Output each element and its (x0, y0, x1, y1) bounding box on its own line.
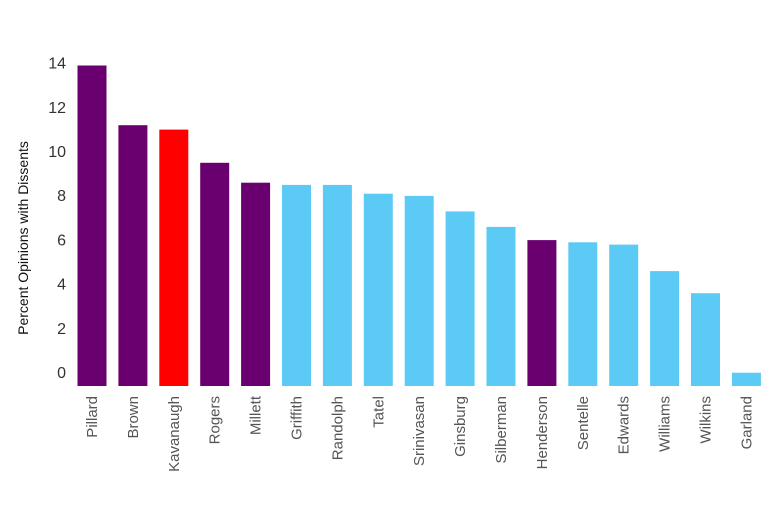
bar-wilkins (691, 293, 720, 386)
y-tick-label: 10 (48, 144, 66, 161)
bars (77, 65, 761, 386)
bar-randolph (322, 184, 352, 386)
bar-williams (650, 271, 680, 386)
bar-tatel (363, 193, 393, 386)
x-tick-label: Rogers (207, 396, 224, 444)
y-tick-label: 14 (48, 56, 66, 73)
bar-millett (241, 182, 271, 386)
x-tick-label: Garland (738, 396, 755, 449)
bar-henderson (527, 240, 557, 386)
y-tick-label: 2 (57, 321, 66, 338)
x-tick-label: Edwards (616, 396, 633, 454)
x-tick-label: Griffith (289, 396, 306, 440)
bar-srinivasan (404, 195, 434, 386)
x-tick-label: Srinivasan (411, 396, 428, 466)
x-tick-label: Kavanaugh (166, 396, 183, 472)
y-axis-title: Percent Opinions with Dissents (15, 141, 31, 335)
y-tick-label: 6 (57, 232, 66, 249)
x-tick-label: Brown (125, 396, 142, 439)
bar-pillard (77, 65, 107, 386)
x-tick-label: Henderson (534, 396, 551, 469)
x-tick-label: Silberman (493, 396, 510, 464)
bar-garland (731, 372, 761, 386)
x-axis-labels: Pillard Brown Kavanaugh Rogers Millett Griffi… (84, 395, 755, 472)
x-tick-label: Wilkins (698, 396, 715, 444)
y-tick-label: 12 (48, 100, 66, 117)
x-tick-label: Williams (657, 396, 674, 452)
y-tick-label: 4 (57, 277, 66, 294)
x-tick-label: Randolph (329, 396, 346, 460)
bar-edwards (609, 244, 639, 386)
bar-kavanaugh (159, 129, 189, 386)
y-axis-ticks: 0 2 4 6 8 10 12 14 (48, 56, 66, 382)
bar-ginsburg (445, 211, 475, 386)
x-tick-label: Tatel (370, 396, 387, 428)
y-tick-label: 8 (57, 188, 66, 205)
y-tick-label: 0 (57, 365, 66, 382)
bar-rogers (200, 162, 230, 386)
x-tick-label: Millett (248, 395, 265, 435)
bar-brown (118, 125, 148, 386)
x-tick-label: Pillard (84, 396, 101, 438)
bar-griffith (282, 184, 311, 386)
bar-silberman (486, 226, 516, 386)
bar-sentelle (568, 242, 598, 386)
x-tick-label: Sentelle (575, 396, 592, 450)
x-tick-label: Ginsburg (452, 396, 469, 457)
